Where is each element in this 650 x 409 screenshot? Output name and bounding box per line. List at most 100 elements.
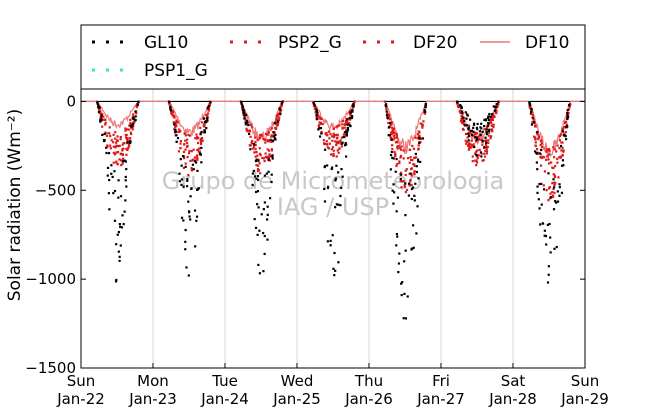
series-gl10-point	[554, 200, 557, 203]
series-red-point	[393, 150, 396, 154]
series-gl10-point	[191, 163, 195, 166]
series-red-point	[319, 122, 323, 126]
series-gl10-point	[251, 172, 255, 175]
series-gl10-point	[565, 138, 568, 141]
series-gl10-point	[257, 159, 260, 162]
series-red-point	[402, 157, 405, 160]
series-red-point	[383, 100, 387, 103]
series-red-point	[547, 153, 550, 156]
series-red-point	[397, 144, 400, 148]
x-tick-label-date: Jan-25	[272, 390, 321, 408]
series-gl10-point	[384, 105, 388, 108]
series-red-point	[135, 105, 138, 109]
series-red-point	[262, 157, 266, 160]
series-gl10-point	[352, 103, 355, 106]
series-red-point	[338, 124, 341, 127]
series-gl10-point	[391, 189, 394, 192]
series-red-point	[199, 139, 202, 142]
series-gl10-point	[530, 123, 534, 126]
series-gl10-point	[538, 182, 541, 186]
series-gl10-point	[106, 174, 109, 177]
series-red-point	[131, 128, 134, 131]
series-gl10-point	[395, 210, 398, 213]
series-gl10-point	[118, 255, 121, 258]
x-tick-label-day: Wed	[281, 372, 314, 390]
series-red-point	[322, 139, 325, 142]
series-gl10-point	[476, 128, 479, 131]
series-gl10-point	[341, 175, 344, 178]
series-red-point	[101, 118, 104, 121]
series-red-point	[318, 121, 321, 124]
series-red-point	[186, 138, 189, 141]
series-red-point	[337, 151, 340, 154]
series-red-point	[408, 172, 411, 175]
legend-marker	[363, 40, 366, 44]
axes: 0−500−1000−1500SunJan-22MonJan-23TueJan-…	[25, 88, 609, 408]
series-gl10-point	[189, 218, 192, 221]
series-gl10-point	[396, 196, 400, 199]
series-gl10-point	[244, 123, 247, 126]
series-gl10-point	[530, 110, 533, 113]
series-red-point	[183, 132, 186, 135]
series-gl10-point	[346, 127, 350, 130]
series-gl10-point	[107, 192, 111, 195]
series-gl10-point	[555, 245, 558, 249]
series-red-point	[321, 122, 324, 126]
series-gl10-point	[263, 252, 266, 256]
series-red-point	[399, 146, 402, 150]
series-red-point	[487, 141, 490, 145]
series-red-point	[553, 165, 557, 168]
series-red-point	[534, 137, 537, 140]
series-red-point	[182, 166, 186, 170]
series-gl10-point	[105, 151, 108, 155]
x-tick-label-date: Jan-28	[488, 390, 537, 408]
series-red-point	[389, 123, 392, 126]
series-gl10-point	[268, 197, 272, 200]
x-tick-label-day: Sun	[571, 372, 600, 390]
series-gl10-point	[547, 265, 550, 268]
series-red-point	[243, 113, 247, 116]
series-gl10-point	[245, 113, 248, 116]
plot-frame	[80, 88, 586, 369]
series-red-point	[487, 134, 490, 137]
series-gl10-point	[536, 168, 539, 171]
series-gl10-point	[566, 114, 569, 117]
series-gl10-point	[175, 140, 178, 143]
series-red-point	[490, 124, 493, 127]
series-red-point	[393, 136, 396, 139]
series-gl10-point	[185, 266, 188, 269]
series-gl10-point	[342, 135, 345, 139]
series-gl10-point	[131, 117, 135, 120]
series-gl10-point	[319, 127, 323, 130]
series-gl10-point	[111, 175, 114, 179]
series-gl10-point	[486, 124, 489, 127]
series-red-point	[121, 152, 124, 156]
series-gl10-point	[386, 116, 389, 119]
series-red-point	[550, 161, 553, 164]
series-red-point	[485, 152, 488, 155]
series-red-point	[335, 133, 338, 137]
series-red-point	[400, 180, 403, 183]
series-red-point	[386, 115, 389, 118]
series-red-point	[179, 139, 183, 143]
series-gl10-point	[424, 110, 427, 113]
series-red-point	[473, 131, 476, 134]
x-tick-label-day: Mon	[137, 372, 169, 390]
series-red-point	[274, 126, 278, 129]
series-gl10-point	[472, 126, 475, 129]
series-red-point	[410, 158, 413, 162]
series-red-point	[417, 130, 420, 133]
series-red-point	[187, 152, 191, 155]
series-red-point	[420, 123, 424, 126]
series-red-point	[127, 128, 131, 131]
series-gl10-point	[558, 183, 561, 186]
series-gl10-point	[190, 187, 193, 190]
series-gl10-point	[281, 100, 284, 103]
series-red-point	[393, 127, 396, 130]
series-red-point	[496, 105, 499, 108]
series-red-point	[396, 136, 399, 139]
legend: GL10 PSP2_G DF20 DF10 PSP1_G	[80, 24, 586, 90]
series-red-point	[477, 135, 480, 138]
series-red-point	[270, 134, 273, 137]
series-red-point	[464, 139, 467, 142]
